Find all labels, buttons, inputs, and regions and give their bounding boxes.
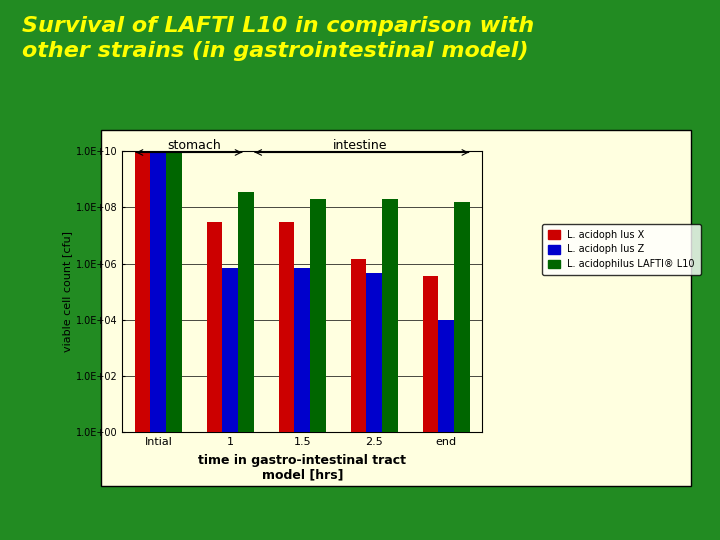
Text: stomach: stomach (168, 139, 221, 152)
Bar (150, 152, 166, 540)
Text: Survival of LAFTI L10 in comparison with
other strains (in gastrointestinal mode: Survival of LAFTI L10 in comparison with… (22, 16, 534, 61)
Bar (279, 222, 294, 540)
Legend: L. acidoph lus X, L. acidoph lus Z, L. acidophilus LAFTI® L10: L. acidoph lus X, L. acidoph lus Z, L. a… (542, 224, 701, 275)
Bar (238, 192, 254, 540)
Bar (222, 268, 238, 540)
Bar (351, 259, 366, 540)
Bar (423, 276, 438, 540)
Bar (310, 199, 326, 540)
Bar (382, 199, 398, 540)
X-axis label: time in gastro-intestinal tract
model [hrs]: time in gastro-intestinal tract model [h… (199, 454, 406, 482)
Bar (366, 273, 382, 540)
Bar (438, 320, 454, 540)
Bar (166, 152, 182, 540)
Y-axis label: viable cell count [cfu]: viable cell count [cfu] (62, 231, 71, 352)
Bar (207, 222, 222, 540)
Text: intestine: intestine (333, 139, 387, 152)
Bar (454, 202, 470, 540)
Bar (294, 268, 310, 540)
Bar (135, 152, 150, 540)
